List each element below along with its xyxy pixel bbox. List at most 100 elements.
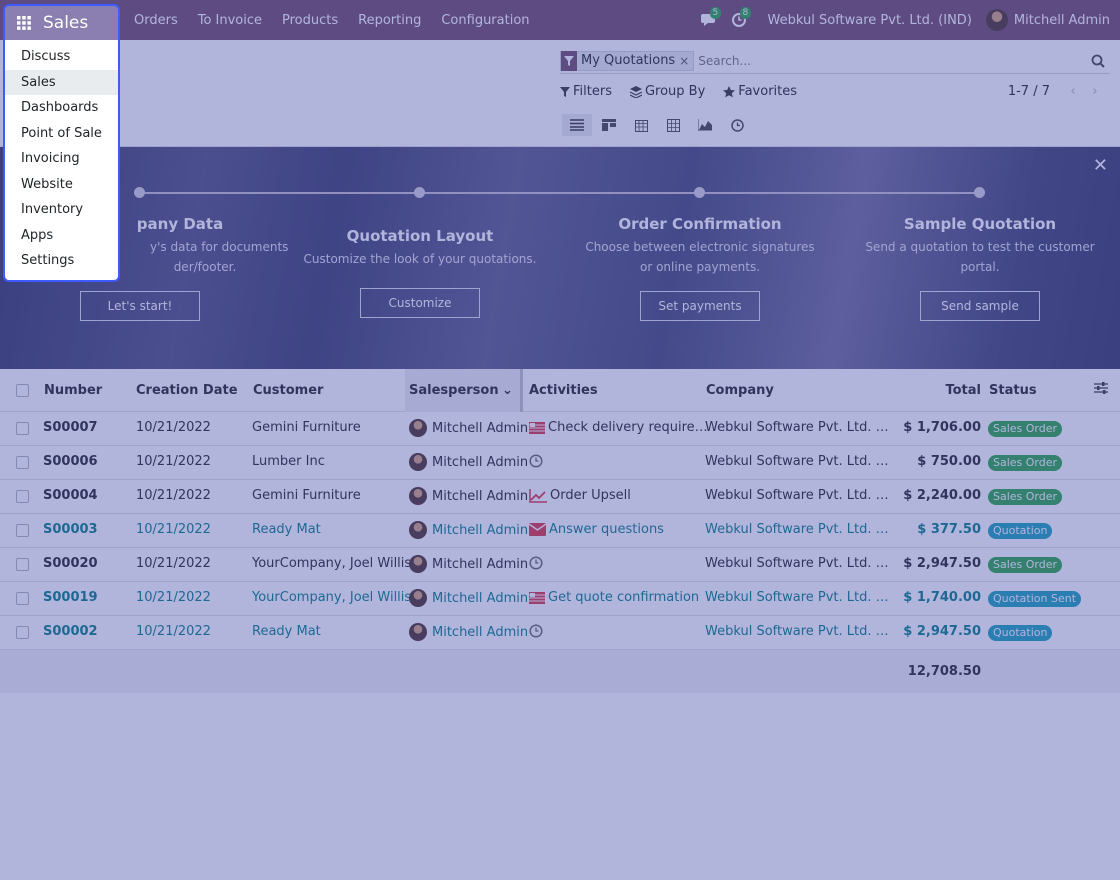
view-switcher [562,114,754,136]
apps-menu-toggle[interactable]: Sales [3,4,120,40]
messages-button[interactable]: 5 [694,0,724,40]
cell-total: $ 2,947.50 [903,624,981,639]
table-row[interactable]: S00020 10/21/2022 YourCompany, Joel Willis… [0,548,1120,582]
row-checkbox[interactable] [16,592,29,605]
step-company-data: pany Data y's data for documents der/foo… [20,215,289,277]
row-checkbox[interactable] [16,456,29,469]
table-row[interactable]: S00006 10/21/2022 Lumber Inc Mitchell Admin… [0,446,1120,480]
menu-to-invoice[interactable]: To Invoice [197,12,263,28]
app-brand[interactable]: Sales [43,13,89,33]
status-badge: Quotation Sent [988,591,1082,607]
search-icon[interactable] [1086,54,1110,68]
column-total[interactable]: Total [945,383,981,398]
cell-number: S00006 [43,454,98,469]
send-sample-button[interactable]: Send sample [920,291,1040,321]
cell-activity[interactable]: Answer questions [529,522,664,537]
cell-company: Webkul Software Pvt. Ltd. … [705,454,889,469]
column-status[interactable]: Status [989,383,1037,398]
cell-company: Webkul Software Pvt. Ltd. … [705,420,889,435]
cell-activity[interactable]: Get quote confirmation [529,590,699,605]
cell-activity[interactable]: Order Upsell [529,488,631,503]
clock-icon [731,13,746,27]
app-item-website[interactable]: Website [21,176,73,192]
avatar [409,589,427,607]
row-checkbox[interactable] [16,490,29,503]
pager-previous-icon[interactable]: ‹ [1070,84,1076,99]
step-connector [145,192,415,194]
column-company[interactable]: Company [706,383,774,398]
group-by-button[interactable]: Group By [629,84,706,99]
select-all-checkbox[interactable] [16,384,29,397]
app-item-invoicing[interactable]: Invoicing [21,151,80,167]
step-order-confirmation: Order Confirmation Choose between electr… [580,215,820,277]
menu-orders[interactable]: Orders [134,12,178,28]
table-row[interactable]: S00004 10/21/2022 Gemini Furniture Mitchell… [0,480,1120,514]
close-icon[interactable]: ✕ [1092,155,1108,176]
app-item-discuss[interactable]: Discuss [21,49,71,65]
step-connector [425,192,695,194]
cell-total: $ 1,706.00 [903,420,981,435]
app-item-inventory[interactable]: Inventory [21,202,84,218]
status-badge: Sales Order [988,489,1063,505]
pager-next-icon[interactable]: › [1092,84,1098,99]
graph-view-icon[interactable] [690,114,720,136]
salesperson-name: Mitchell Admin [432,522,529,538]
app-item-apps[interactable]: Apps [21,227,54,243]
column-number[interactable]: Number [44,383,103,398]
column-salesperson[interactable]: Salesperson [409,383,499,398]
column-creation-date[interactable]: Creation Date [136,383,238,398]
row-checkbox[interactable] [16,524,29,537]
app-item-settings[interactable]: Settings [21,253,75,269]
pivot-view-icon[interactable] [658,114,688,136]
table-row[interactable]: S00019 10/21/2022 YourCompany, Joel Willis… [0,582,1120,616]
facet-label: My Quotations [581,53,676,68]
cell-activity[interactable] [529,556,546,570]
app-item-point-of-sale[interactable]: Point of Sale [21,125,102,141]
step-sample-quotation: Sample Quotation Send a quotation to tes… [860,215,1100,277]
group-by-label: Group By [644,84,706,99]
customize-button[interactable]: Customize [360,288,480,318]
column-customer[interactable]: Customer [253,383,324,398]
cell-activity[interactable] [529,624,546,638]
kanban-view-icon[interactable] [594,114,624,136]
lets-start-button[interactable]: Let's start! [80,291,200,321]
menu-reporting[interactable]: Reporting [358,12,422,28]
calendar-view-icon[interactable] [626,114,656,136]
app-item-sales[interactable]: Sales [5,69,118,95]
cell-company: Webkul Software Pvt. Ltd. … [705,522,889,537]
systray: 5 8 Webkul Software Pvt. Ltd. (IND) Mitc… [694,0,1120,40]
cell-activity[interactable]: Check delivery require… [529,420,708,435]
facet-remove-icon[interactable]: × [679,53,690,68]
company-switcher[interactable]: Webkul Software Pvt. Ltd. (IND) [767,12,972,28]
pager: 1-7 / 7 ‹ › [1008,84,1106,99]
clock-icon [529,624,543,638]
cell-total: $ 2,947.50 [903,556,981,571]
set-payments-button[interactable]: Set payments [640,291,760,321]
chevron-down-icon[interactable]: ⌄ [502,383,513,398]
row-checkbox[interactable] [16,626,29,639]
search-input[interactable] [698,50,1086,71]
column-activities[interactable]: Activities [529,383,598,398]
menu-configuration[interactable]: Configuration [441,12,530,28]
menu-products[interactable]: Products [282,12,339,28]
favorites-button[interactable]: Favorites [723,84,797,99]
optional-columns-icon[interactable] [1094,381,1108,399]
cell-creation-date: 10/21/2022 [136,556,211,571]
row-checkbox[interactable] [16,422,29,435]
cell-activity[interactable] [529,454,546,468]
table-row[interactable]: S00002 10/21/2022 Ready Mat Mitchell Admin W… [0,616,1120,650]
filters-button[interactable]: Filters [560,84,612,99]
table-row[interactable]: S00007 10/21/2022 Gemini Furniture Mitchell… [0,412,1120,446]
step-connector [705,192,975,194]
cell-total: $ 377.50 [917,522,981,537]
list-view-icon[interactable] [562,114,592,136]
step-quotation-layout: Quotation Layout Customize the look of y… [300,227,540,269]
status-badge: Sales Order [988,557,1063,573]
pager-value[interactable]: 1-7 / 7 [1007,84,1050,99]
user-menu[interactable]: Mitchell Admin [985,9,1110,31]
row-checkbox[interactable] [16,558,29,571]
activity-view-icon[interactable] [722,114,752,136]
table-row[interactable]: S00003 10/21/2022 Ready Mat Mitchell Admin A… [0,514,1120,548]
app-item-dashboards[interactable]: Dashboards [21,100,99,116]
activities-button[interactable]: 8 [724,0,754,40]
